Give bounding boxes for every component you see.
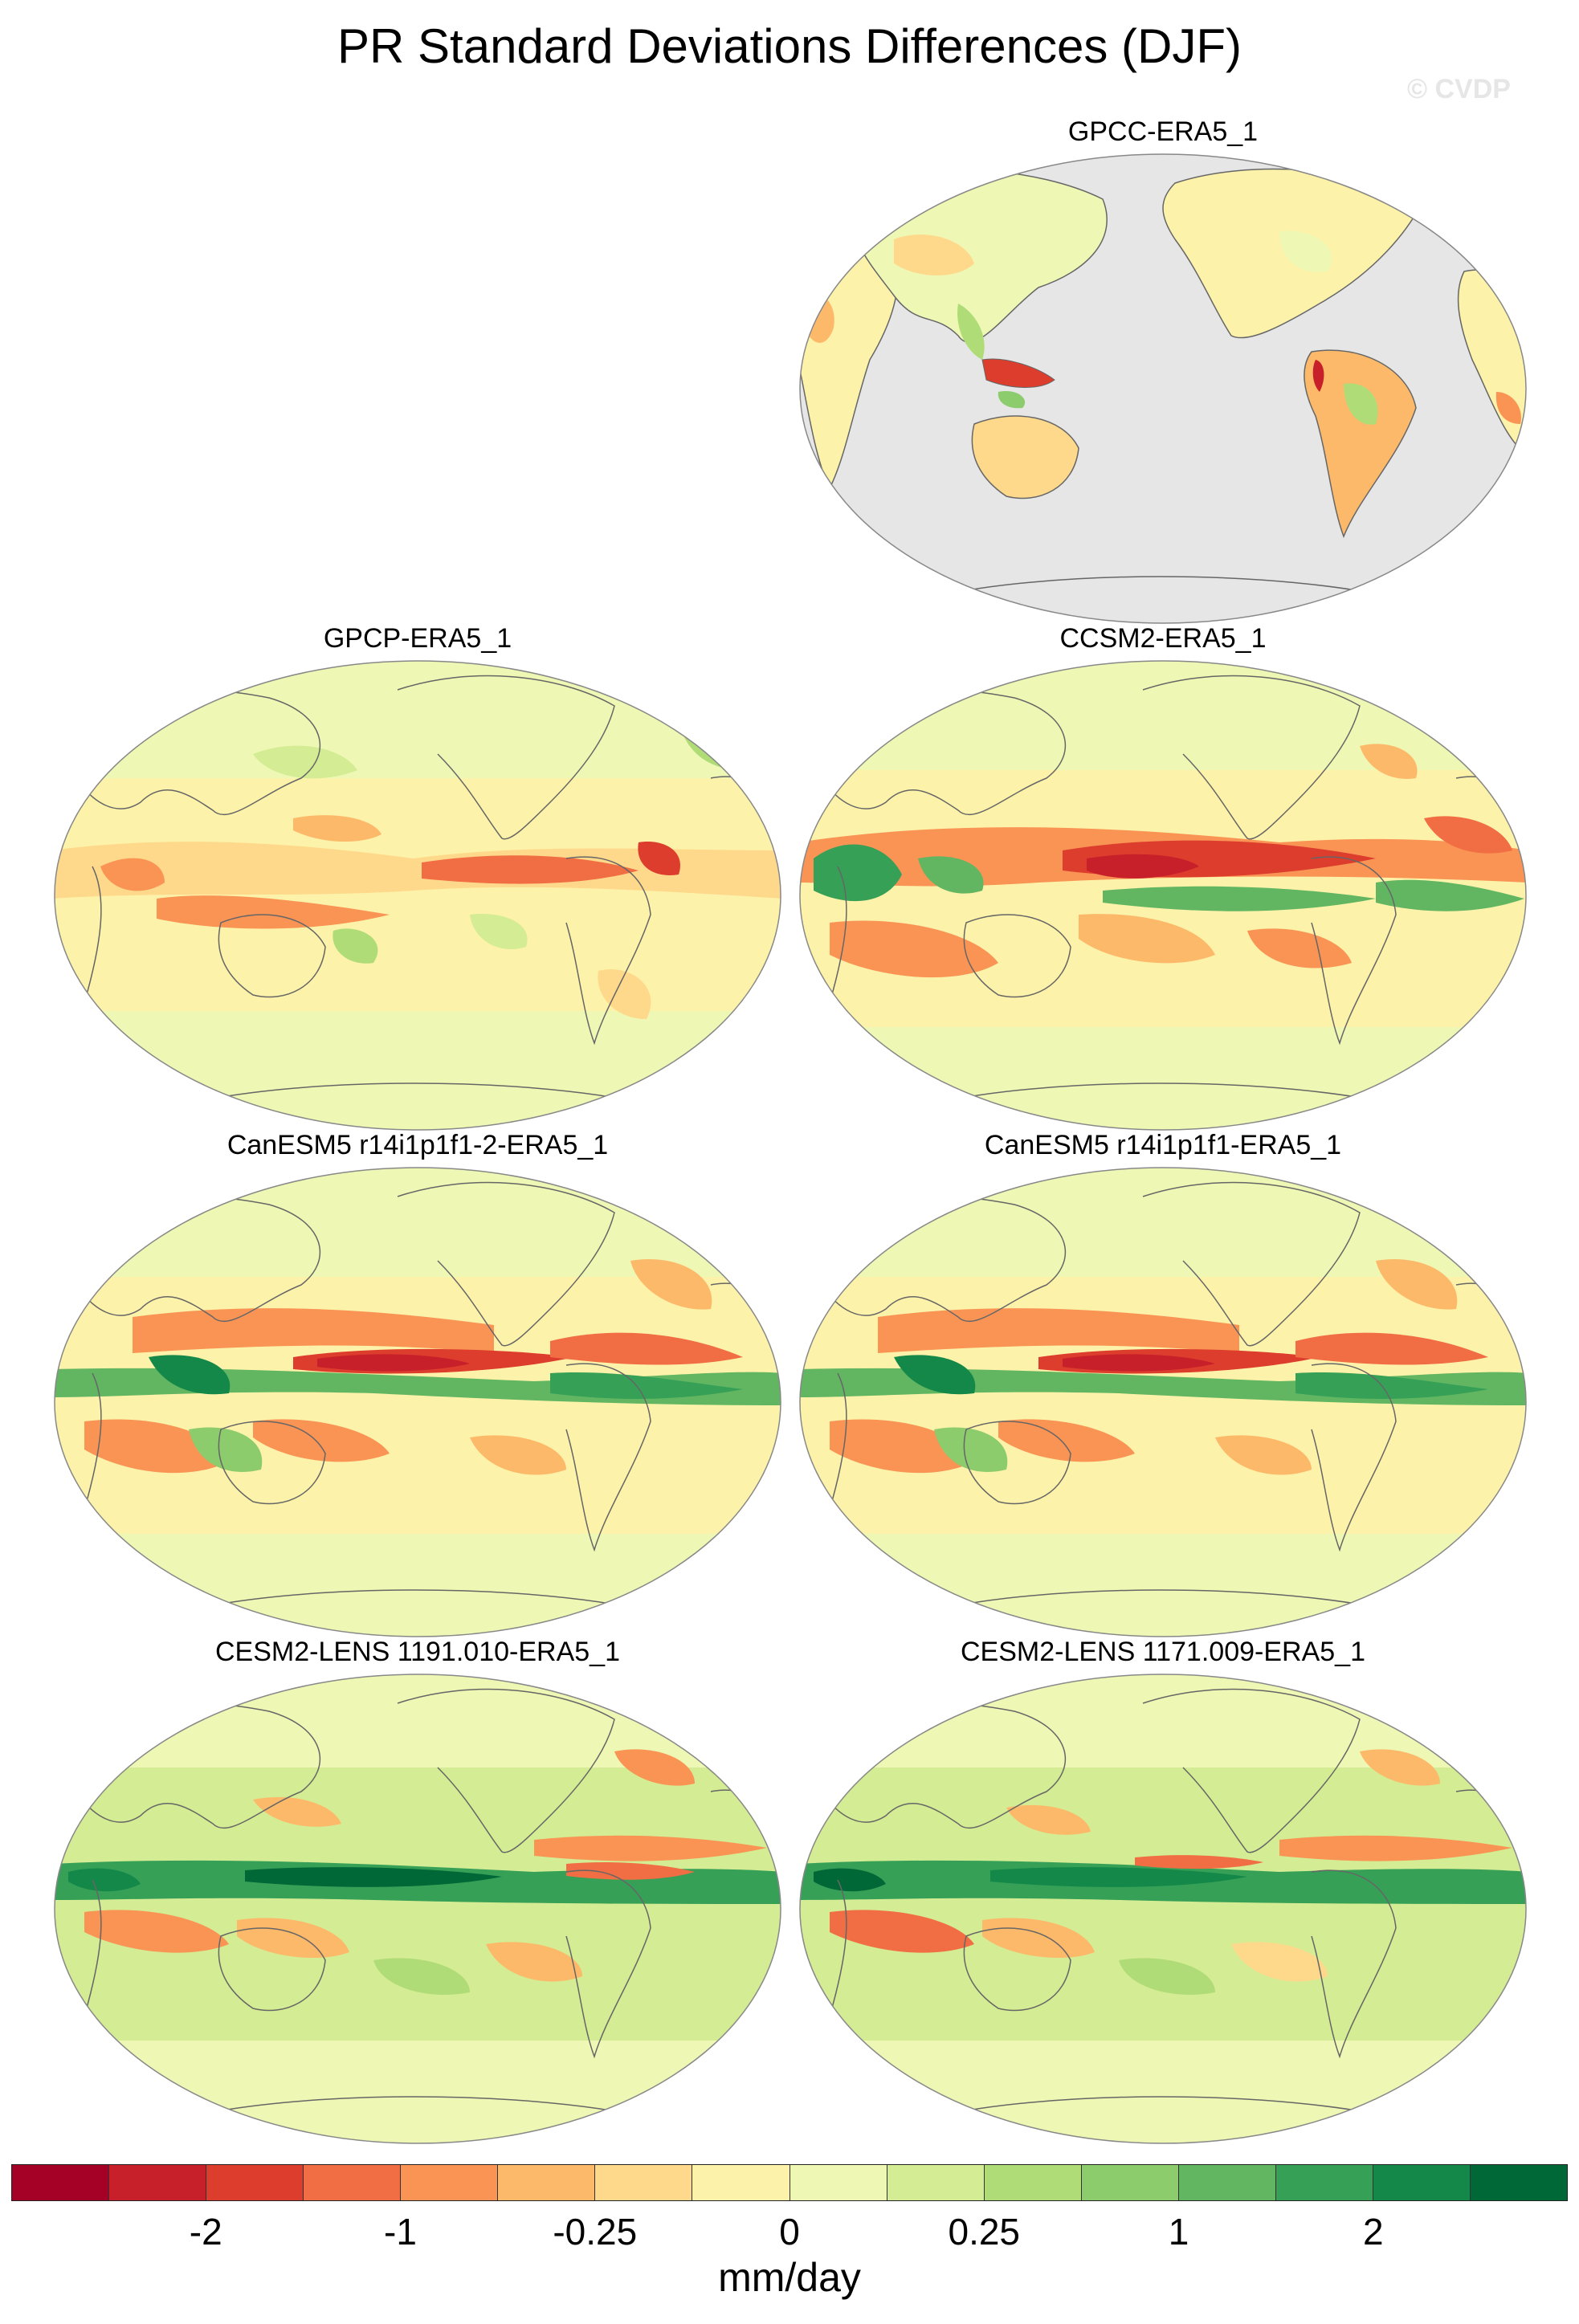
colorbar <box>11 2164 1568 2201</box>
colorbar-box <box>1178 2165 1276 2200</box>
colorbar-tick-label: 2 <box>1362 2211 1384 2253</box>
colorbar-box <box>109 2165 207 2200</box>
panel-title: CESM2-LENS 1191.010-ERA5_1 <box>215 1637 620 1667</box>
colorbar-box <box>1470 2165 1567 2200</box>
colorbar-box <box>1373 2165 1471 2200</box>
map-border <box>799 153 1527 624</box>
map-plot <box>799 1674 1527 2144</box>
watermark: © CVDP <box>1407 74 1511 104</box>
colorbar-tick-label: 1 <box>1168 2211 1189 2253</box>
map-panel-gpcc: GPCC-ERA5_1 <box>798 116 1528 630</box>
map-panel-canesm5-2: CanESM5 r14i1p1f1-2-ERA5_1 <box>52 1129 783 1643</box>
colorbar-box <box>984 2165 1082 2200</box>
map-panel-cesm2-1191: CESM2-LENS 1191.010-ERA5_1 <box>52 1636 783 2150</box>
colorbar-box <box>595 2165 693 2200</box>
colorbar-box <box>12 2165 110 2200</box>
map-plot <box>54 1674 781 2144</box>
colorbar-box <box>206 2165 304 2200</box>
map-plot <box>799 1167 1527 1637</box>
panel-title: CCSM2-ERA5_1 <box>1059 623 1267 654</box>
colorbar-tick-label: 0 <box>779 2211 800 2253</box>
colorbar-tick-label: -1 <box>384 2211 417 2253</box>
colorbar-box <box>790 2165 887 2200</box>
colorbar-box <box>498 2165 596 2200</box>
panel-title: CanESM5 r14i1p1f1-ERA5_1 <box>984 1130 1342 1160</box>
colorbar-box <box>304 2165 402 2200</box>
panel-title: GPCP-ERA5_1 <box>323 623 512 654</box>
map-plot <box>799 660 1527 1131</box>
colorbar-tick-label: -0.25 <box>553 2211 638 2253</box>
colorbar-box <box>887 2165 985 2200</box>
page-title: PR Standard Deviations Differences (DJF) <box>337 19 1242 73</box>
colorbar-tick-label: -2 <box>189 2211 222 2253</box>
panel-title: CanESM5 r14i1p1f1-2-ERA5_1 <box>226 1130 609 1160</box>
map-plot <box>54 1167 781 1637</box>
map-panel-ccsm2: CCSM2-ERA5_1 <box>798 622 1528 1136</box>
map-plot <box>799 153 1527 624</box>
map-panel-canesm5: CanESM5 r14i1p1f1-ERA5_1 <box>798 1129 1528 1643</box>
colorbar-units: mm/day <box>718 2255 861 2300</box>
map-plot <box>54 660 781 1131</box>
panel-title: GPCC-ERA5_1 <box>1067 116 1259 147</box>
colorbar-tick-label: 0.25 <box>948 2211 1021 2253</box>
panel-title: CESM2-LENS 1171.009-ERA5_1 <box>961 1637 1365 1667</box>
colorbar-box <box>401 2165 499 2200</box>
colorbar-box <box>692 2165 790 2200</box>
map-panel-gpcp: GPCP-ERA5_1 <box>52 622 783 1136</box>
colorbar-box <box>1275 2165 1373 2200</box>
colorbar-box <box>1081 2165 1179 2200</box>
map-panel-cesm2-1171: CESM2-LENS 1171.009-ERA5_1 <box>798 1636 1528 2150</box>
